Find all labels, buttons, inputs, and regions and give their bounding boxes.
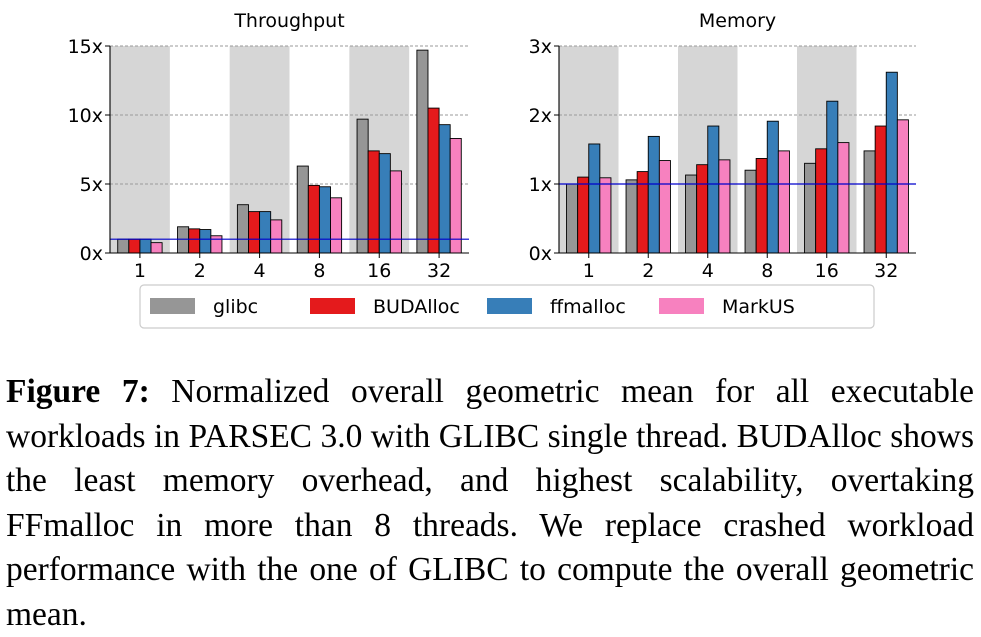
x-tick-label: 16	[367, 260, 391, 282]
bar-glibc-8	[744, 169, 757, 254]
y-tick-label: 0x	[80, 243, 103, 265]
bar-ffmalloc-8	[318, 186, 331, 254]
bar-markus-32	[449, 138, 462, 254]
legend-swatch-budalloc	[310, 298, 355, 314]
bar-glibc-4	[685, 174, 698, 254]
bar-ffmalloc-1	[139, 238, 152, 254]
bar-markus-2	[210, 235, 223, 254]
bar-budalloc-16	[815, 148, 828, 254]
caption-text: Normalized overall geometric mean for al…	[6, 373, 974, 633]
bar-glibc-4	[236, 204, 249, 254]
bar-budalloc-4	[248, 211, 261, 254]
legend-label-markus: MarkUS	[722, 296, 795, 318]
legend-swatch-glibc	[150, 298, 195, 314]
bar-budalloc-2	[188, 228, 201, 254]
bar-ffmalloc-32	[438, 124, 451, 254]
bar-ffmalloc-4	[707, 125, 720, 254]
memory-chart: 0x 1x 2x 3x 1 2 4 8 16 32 Memory	[529, 10, 916, 282]
throughput-chart: 0x 5x 10x 15x 1 2 4 8 16 32 Throughput	[68, 10, 469, 282]
legend-label-budalloc: BUDAlloc	[373, 296, 460, 318]
legend-swatch-ffmalloc	[487, 298, 532, 314]
bar-ffmalloc-8	[766, 120, 779, 254]
y-tick-label: 15x	[68, 36, 103, 58]
x-tick-label: 2	[642, 260, 654, 282]
bar-glibc-16	[804, 162, 817, 254]
bar-glibc-2	[177, 226, 190, 254]
bar-glibc-1	[566, 183, 579, 254]
x-tick-label: 32	[874, 260, 898, 282]
bar-markus-8	[330, 197, 343, 254]
legend: glibc BUDAlloc ffmalloc MarkUS	[139, 284, 875, 329]
figure: 0x 5x 10x 15x 1 2 4 8 16 32 Throughput 0x 1x 2x 3x 1 2 4…	[68, 10, 916, 329]
y-tick-label: 0x	[529, 243, 552, 265]
bar-ffmalloc-2	[199, 229, 212, 254]
x-tick-label: 1	[134, 260, 146, 282]
legend-label-glibc: glibc	[213, 296, 258, 318]
y-tick-label: 5x	[80, 174, 103, 196]
bar-ffmalloc-16	[826, 100, 839, 254]
bar-budalloc-32	[874, 125, 887, 254]
x-tick-label: 4	[254, 260, 266, 282]
bar-markus-16	[837, 142, 850, 254]
bar-glibc-1	[117, 238, 130, 254]
chart-title: Memory	[699, 10, 776, 32]
bar-budalloc-8	[755, 158, 768, 254]
x-tick-label: 8	[313, 260, 325, 282]
x-tick-label: 8	[761, 260, 773, 282]
y-tick-label: 3x	[529, 36, 552, 58]
bar-budalloc-16	[367, 150, 380, 254]
caption-label: Figure 7:	[6, 373, 150, 410]
bar-budalloc-1	[128, 238, 141, 254]
x-tick-label: 1	[583, 260, 595, 282]
bar-markus-2	[658, 160, 671, 254]
bar-glibc-8	[296, 165, 309, 254]
bar-glibc-32	[416, 49, 429, 254]
bar-markus-32	[896, 119, 909, 254]
x-tick-label: 16	[815, 260, 839, 282]
bar-markus-4	[718, 159, 731, 254]
bar-budalloc-4	[696, 164, 709, 254]
band	[110, 46, 170, 253]
bar-ffmalloc-4	[259, 211, 272, 254]
legend-swatch-markus	[659, 298, 704, 314]
bar-ffmalloc-16	[378, 153, 391, 254]
bar-markus-1	[150, 242, 163, 254]
bar-glibc-16	[356, 118, 369, 254]
bar-glibc-2	[625, 179, 638, 254]
bar-budalloc-32	[427, 107, 440, 254]
chart-title: Throughput	[233, 10, 344, 32]
bar-markus-1	[599, 177, 612, 254]
bar-budalloc-1	[577, 176, 590, 254]
x-tick-label: 2	[194, 260, 206, 282]
bar-ffmalloc-2	[647, 135, 660, 254]
bar-glibc-32	[863, 150, 876, 254]
x-tick-label: 4	[702, 260, 714, 282]
bar-budalloc-8	[307, 184, 320, 254]
bar-ffmalloc-1	[588, 143, 601, 254]
y-tick-label: 2x	[529, 105, 552, 127]
figure-caption: Figure 7: Normalized overall geometric m…	[6, 370, 974, 637]
bar-markus-16	[389, 170, 402, 254]
y-tick-label: 10x	[68, 105, 103, 127]
bar-ffmalloc-32	[885, 71, 898, 254]
x-tick-label: 32	[427, 260, 451, 282]
bar-markus-4	[270, 219, 283, 254]
bar-markus-8	[777, 150, 790, 254]
y-tick-label: 1x	[529, 174, 552, 196]
legend-label-ffmalloc: ffmalloc	[550, 296, 626, 318]
